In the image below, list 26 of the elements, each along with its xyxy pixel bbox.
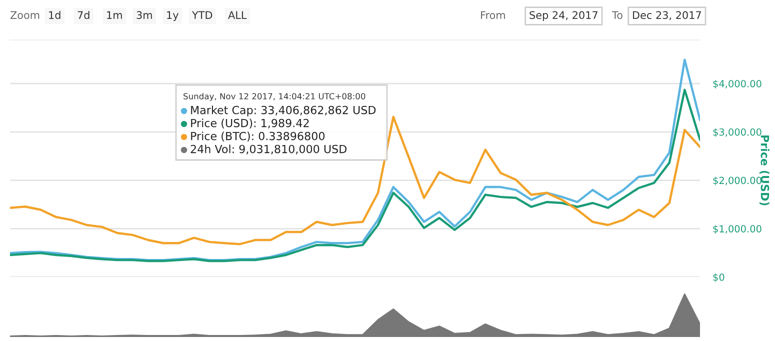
annotation: Price (BTC): 0.33896800 [191, 132, 325, 142]
text: 7d [78, 10, 90, 20]
text: 3m [136, 11, 152, 20]
line-series [10, 88, 700, 262]
text: 1m [107, 11, 122, 19]
y-tick-label: $0 [713, 273, 724, 282]
text: 1y [167, 11, 178, 22]
annotation: Price (USD): 1,989.42 [191, 118, 309, 129]
y-tick-label: $1,000.00 [713, 224, 762, 234]
text: Dec 23, 2017 [633, 11, 701, 20]
text: Zoom [10, 11, 40, 20]
annotation: Market Cap: 33,406,862,862 USD [191, 106, 376, 116]
text: YTD [192, 11, 212, 19]
text: From [481, 11, 505, 20]
line-series [10, 58, 700, 262]
text: ALL [228, 11, 247, 19]
annotation: Sunday, Nov 12 2017, 14:04:21 UTC+08:00 [184, 92, 366, 102]
y-tick-label: $4,000.00 [713, 80, 762, 89]
text: 1d [49, 10, 60, 20]
y-tick-label: $3,000.00 [713, 128, 762, 138]
y-tick-label: $2,000.00 [713, 176, 762, 186]
annotation: 24h Vol: 9,031,810,000 USD [190, 144, 347, 154]
line-series [10, 116, 700, 246]
y-axis-title: Price (USD) [759, 135, 770, 206]
text: Sep 24, 2017 [530, 11, 598, 22]
text: To [612, 11, 622, 20]
